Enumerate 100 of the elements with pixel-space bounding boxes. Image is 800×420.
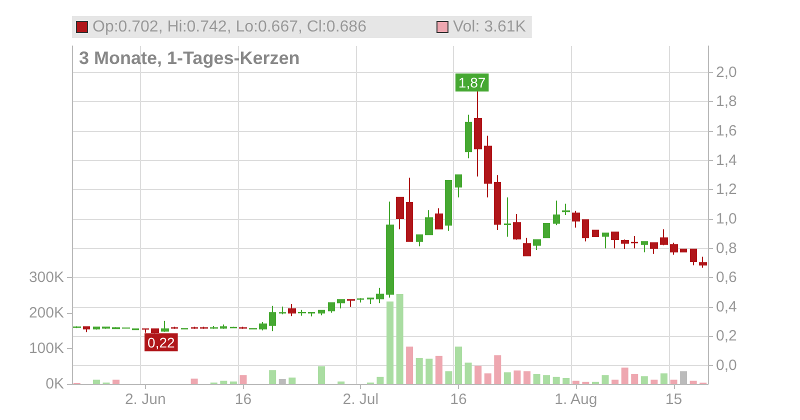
bar (690, 380, 697, 384)
bar (562, 378, 570, 384)
bar (288, 378, 296, 384)
y2-tick-label: 200K (28, 304, 64, 322)
candlestick (484, 135, 492, 198)
candlestick (210, 325, 218, 330)
candlestick (562, 203, 570, 216)
chart-title: 3 Monate, 1-Tages-Kerzen (79, 48, 300, 68)
candlestick (396, 196, 404, 230)
y2-tick-label: 300K (28, 268, 64, 286)
candlestick (650, 242, 658, 254)
candlestick (494, 174, 501, 230)
bar (406, 346, 414, 384)
bar (612, 380, 619, 384)
candlestick (83, 326, 90, 333)
bar (435, 356, 442, 384)
candlestick (660, 228, 668, 246)
candlestick (308, 312, 315, 317)
bar (220, 380, 228, 384)
candlestick (670, 242, 678, 256)
candlestick (93, 326, 100, 330)
y-tick-label: 2,0 (716, 64, 737, 81)
legend-label: Op:0.702, Hi:0.742, Lo:0.667, Cl:0.686 (92, 18, 367, 36)
candlestick (523, 237, 531, 256)
bar (602, 375, 609, 384)
bar (426, 358, 433, 384)
candlestick (631, 235, 638, 249)
candlestick (200, 326, 208, 330)
y2-tick-label: 0K (46, 376, 64, 392)
candlestick (288, 303, 296, 317)
y-tick-label: 0,0 (716, 357, 737, 374)
candlestick (279, 306, 286, 315)
y2-tick-label: 100K (28, 340, 64, 357)
candlestick (582, 219, 589, 242)
candlestick (102, 326, 110, 330)
y-tick-label: 1,2 (716, 181, 737, 198)
bar (523, 371, 530, 384)
y-tick-label: 1,8 (716, 93, 737, 110)
bar (660, 373, 668, 384)
y-tick-label: 0,4 (716, 298, 737, 316)
annotation: 1,87 (458, 74, 486, 90)
candlestick (298, 309, 306, 316)
candlestick (690, 248, 697, 266)
bar (269, 370, 276, 384)
bar (92, 380, 100, 384)
candlestick (435, 208, 443, 230)
candlestick (328, 302, 335, 314)
candlestick (611, 232, 619, 249)
bar (416, 358, 423, 384)
y-tick-label: 0,2 (716, 328, 737, 345)
candlestick (171, 326, 178, 330)
bar (386, 301, 394, 384)
bar (621, 368, 628, 384)
bar (474, 366, 482, 384)
bar (650, 380, 658, 384)
candlestick (513, 213, 521, 240)
x-tick-label: 16 (234, 391, 252, 408)
x-tick-label: 1. Aug (554, 391, 598, 408)
candlestick (592, 230, 599, 238)
bar (494, 355, 502, 384)
candlestick (318, 310, 325, 316)
candlestick (406, 177, 413, 242)
candlestick (641, 241, 648, 253)
candlestick (680, 248, 687, 252)
candlestick (259, 322, 267, 331)
candlestick (602, 232, 609, 249)
bar (631, 374, 638, 384)
x-tick-label: 2. Jun (124, 391, 166, 408)
candlestick (220, 324, 227, 330)
bar (190, 378, 198, 384)
legend-label: Vol: 3.61K (452, 18, 526, 36)
candlestick (239, 326, 247, 330)
candlestick (269, 305, 276, 332)
bar (445, 371, 452, 384)
x-tick-label: 16 (450, 391, 467, 408)
candlestick (112, 326, 120, 330)
candlestick (357, 298, 364, 304)
candlestick (455, 174, 462, 198)
candlestick (699, 256, 707, 268)
candlestick (161, 320, 169, 332)
bar (484, 373, 492, 384)
bar (396, 294, 404, 384)
candlestick (347, 298, 355, 308)
candlestick (73, 326, 81, 329)
bar (454, 346, 462, 384)
y-tick-label: 1,0 (716, 210, 737, 228)
candlestick (533, 239, 541, 251)
candlestick (621, 238, 629, 250)
x-tick-label: 15 (665, 391, 682, 408)
bar (318, 366, 326, 384)
candlestick (474, 90, 482, 177)
bar (112, 380, 120, 384)
candlestick (465, 114, 472, 159)
bar (533, 374, 540, 384)
candlestick (572, 210, 580, 228)
candlestick (191, 326, 198, 330)
bar (552, 376, 560, 384)
y-tick-label: 1,6 (716, 122, 737, 140)
y-tick-label: 0,6 (716, 269, 737, 286)
candlestick (543, 223, 550, 238)
